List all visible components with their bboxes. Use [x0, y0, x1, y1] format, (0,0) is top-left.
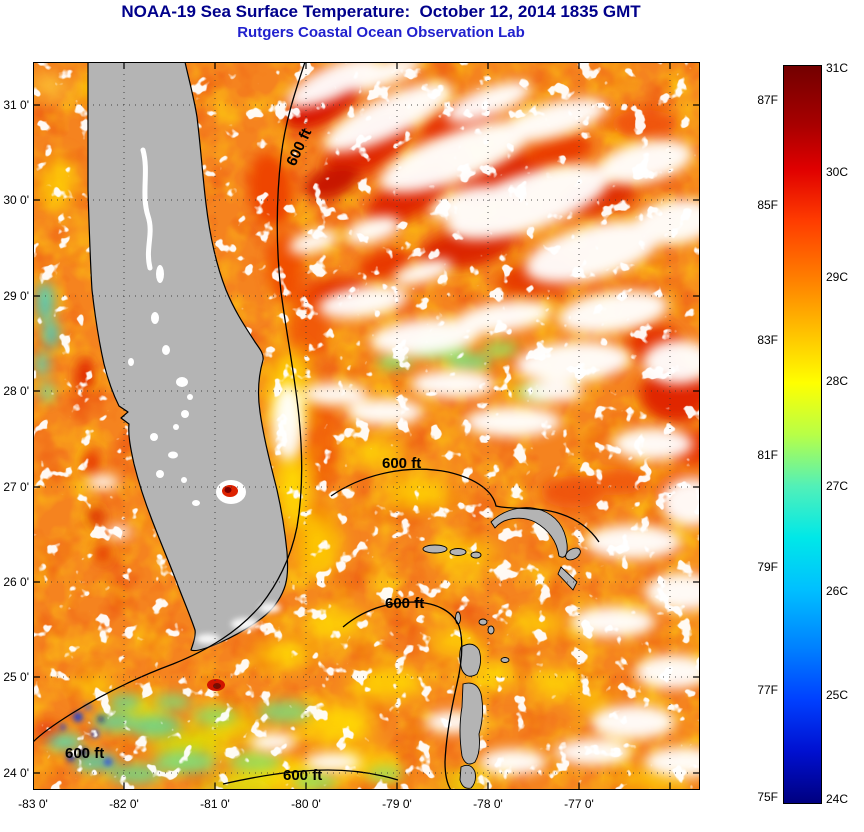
bathymetry-contours [33, 62, 600, 790]
axis-ticks [33, 62, 700, 790]
colorbar-f-label: 75F [757, 790, 778, 804]
colorbar-c-label: 30C [826, 165, 849, 179]
colorbar-c-label: 28C [826, 374, 849, 388]
bahamas-islands [422, 507, 581, 789]
lon-label: -79 0' [382, 797, 412, 811]
colorbar-c-label: 29C [826, 270, 849, 284]
lon-label: -77 0' [564, 797, 594, 811]
colorbar-c-label: 24C [826, 792, 849, 806]
colorbar-f-label: 83F [757, 333, 778, 347]
colorbar-c-label: 27C [826, 479, 849, 493]
colorbar-f-label: 87F [757, 93, 778, 107]
contour-label: 600 ft [65, 745, 104, 762]
keys-warm-eddy [207, 679, 225, 691]
lat-label: 31 0' [3, 98, 29, 112]
colorbar-f-label: 85F [757, 198, 778, 212]
lon-label: -82 0' [109, 797, 139, 811]
page-subtitle: Rutgers Coastal Ocean Observation Lab [237, 24, 525, 41]
lat-label: 28 0' [3, 384, 29, 398]
colorbar-c-label: 26C [826, 584, 849, 598]
contour-label: 600 ft [385, 595, 424, 612]
inland-lakes [128, 265, 200, 506]
lon-label: -83 0' [18, 797, 48, 811]
lat-label: 30 0' [3, 193, 29, 207]
plot-frame [33, 62, 700, 790]
lon-label: -78 0' [473, 797, 503, 811]
lat-label: 24 0' [3, 766, 29, 780]
contour-label: 600 ft [283, 767, 322, 784]
grid-lines [33, 62, 700, 790]
map-plot: 600 ft 600 ft 600 ft 600 ft 600 ft [33, 62, 700, 790]
map-canvas: 600 ft 600 ft 600 ft 600 ft 600 ft [33, 62, 700, 790]
contour-label: 600 ft [382, 455, 421, 472]
lat-label: 26 0' [3, 575, 29, 589]
colorbar-c-label: 31C [826, 61, 849, 75]
st-johns-river [140, 147, 153, 271]
colorbar-f-label: 77F [757, 683, 778, 697]
lat-label: 29 0' [3, 289, 29, 303]
colorbar-f-label: 79F [757, 560, 778, 574]
lon-label: -80 0' [291, 797, 321, 811]
lon-label: -81 0' [200, 797, 230, 811]
colorbar-gradient [783, 65, 822, 804]
florida-landmass [87, 62, 289, 652]
cloud-layer [87, 62, 700, 777]
lat-label: 27 0' [3, 480, 29, 494]
lake-okeechobee [216, 480, 246, 504]
lat-label: 25 0' [3, 670, 29, 684]
colorbar-c-label: 25C [826, 688, 849, 702]
colorbar-f-label: 81F [757, 448, 778, 462]
page-title: NOAA-19 Sea Surface Temperature: October… [121, 2, 641, 21]
